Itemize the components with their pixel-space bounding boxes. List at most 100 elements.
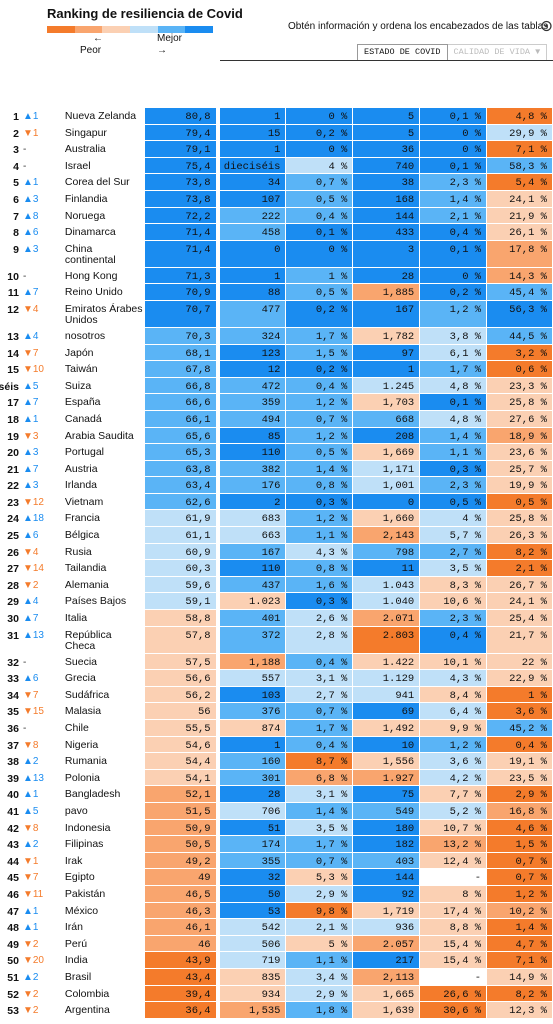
value-cell: 0,2 % bbox=[286, 300, 354, 328]
rank-change: ▲3 bbox=[22, 243, 39, 255]
table-row: 30 ▲7 Italia 58,8 401 2,6 % 2.071 2,3 % 25,4 % bbox=[0, 610, 553, 627]
value-cell: 6,8 % bbox=[286, 769, 354, 787]
table-row: 8 ▲6 Dinamarca 71,4 458 0,1 % 433 0,4 % 26,1 % bbox=[0, 224, 553, 241]
tab[interactable]: CALIDAD DE VIDA ▼ bbox=[447, 44, 548, 61]
value-cell: 1 bbox=[219, 736, 287, 754]
rank: 24 bbox=[7, 513, 19, 526]
table-row: 38 ▲2 Rumania 54,4 160 8,7 % 1,556 3,6 % 19,1 % bbox=[0, 753, 553, 770]
rank-change: ▼10 bbox=[22, 364, 44, 376]
value-cell: 3,4 % bbox=[286, 968, 354, 986]
rank: 8 bbox=[13, 227, 19, 240]
value-cell: 50 bbox=[219, 885, 287, 903]
rank-change: ▼12 bbox=[22, 496, 44, 508]
value-cell: 0,2 % bbox=[286, 361, 354, 378]
value-cell: 0,2 % bbox=[286, 124, 354, 142]
rank: 47 bbox=[7, 905, 19, 918]
value-cell: 28 bbox=[219, 786, 287, 803]
rank: 2 bbox=[13, 127, 19, 140]
table-row: 40 ▲1 Bangladesh 52,1 28 3,1 % 75 7,7 % 2,9 % bbox=[0, 786, 553, 803]
value-cell: 1,7 % bbox=[286, 327, 354, 345]
value-cell: 5 bbox=[353, 124, 421, 142]
value-cell: 1,8 % bbox=[286, 1002, 354, 1019]
value-cell: 4 % bbox=[286, 157, 354, 175]
value-cell: 21,7 % bbox=[487, 626, 553, 654]
value-cell: 25,8 % bbox=[487, 394, 553, 411]
value-cell: 34 bbox=[219, 174, 287, 191]
value-cell: 941 bbox=[353, 686, 421, 704]
value-cell: 14,3 % bbox=[487, 267, 553, 285]
value-cell: 46,5 bbox=[144, 885, 217, 903]
country: Canadá bbox=[64, 412, 102, 425]
value-cell: 542 bbox=[219, 919, 287, 936]
rank-change: ▲6 bbox=[22, 673, 39, 685]
country: Argentina bbox=[64, 1004, 110, 1017]
value-cell: 1,2 % bbox=[286, 394, 354, 411]
rank: 36 bbox=[7, 723, 19, 735]
value-cell: 79,1 bbox=[144, 141, 217, 158]
value-cell: 92 bbox=[353, 885, 421, 903]
value-cell: 433 bbox=[353, 224, 421, 241]
value-cell: 65,3 bbox=[144, 444, 217, 461]
rank-change: ▲13 bbox=[22, 772, 44, 784]
value-cell: 1.927 bbox=[353, 769, 421, 787]
rank-change: ▲6 bbox=[22, 530, 39, 542]
value-cell: 934 bbox=[219, 985, 287, 1003]
value-cell: - bbox=[420, 968, 488, 986]
country: Reino Unido bbox=[64, 286, 123, 299]
value-cell: 2.071 bbox=[353, 610, 421, 627]
value-cell: 61,9 bbox=[144, 510, 217, 528]
value-cell: 25,8 % bbox=[487, 510, 553, 528]
value-cell: 6,1 % bbox=[420, 344, 488, 362]
value-cell: 0,4 % bbox=[286, 377, 354, 395]
value-cell: 3,8 % bbox=[420, 327, 488, 345]
value-cell: 15,4 % bbox=[420, 935, 488, 953]
country: Malasia bbox=[64, 705, 102, 718]
rank: 23 bbox=[7, 496, 19, 509]
rank-change: ▼14 bbox=[22, 563, 44, 575]
value-cell: 668 bbox=[353, 410, 421, 428]
country: Suecia bbox=[64, 655, 97, 668]
value-cell: 174 bbox=[219, 836, 287, 853]
hint-icon bbox=[541, 20, 552, 32]
value-cell: 176 bbox=[219, 477, 287, 494]
value-cell: 44,5 % bbox=[487, 327, 553, 345]
country: Alemania bbox=[64, 578, 109, 591]
value-cell: 1,4 % bbox=[487, 919, 553, 936]
value-cell: 1,188 bbox=[219, 653, 287, 671]
tab[interactable]: ESTADO DE COVID bbox=[357, 44, 448, 61]
rank: 41 bbox=[7, 805, 19, 818]
value-cell: 437 bbox=[219, 576, 287, 594]
table-row: 5 ▲1 Corea del Sur 73,8 34 0,7 % 38 2,3 % 5,4 % bbox=[0, 174, 553, 191]
country: Polonia bbox=[64, 771, 100, 784]
value-cell: 1,535 bbox=[219, 1002, 287, 1019]
value-cell: 54,4 bbox=[144, 753, 217, 770]
rank: 34 bbox=[7, 689, 19, 702]
better-label: Mejor bbox=[157, 33, 183, 44]
value-cell: 1.245 bbox=[353, 377, 421, 395]
value-cell: 0 bbox=[219, 240, 287, 268]
country: Arabia Saudita bbox=[64, 429, 134, 442]
country: Suiza bbox=[64, 379, 92, 392]
rank: 28 bbox=[7, 579, 19, 592]
value-cell: 1,2 % bbox=[420, 736, 488, 754]
table-row: 13 ▲4 nosotros 70,3 324 1,7 % 1,782 3,8 % 44,5 % bbox=[0, 327, 553, 345]
rank: 39 bbox=[7, 772, 19, 785]
value-cell: 182 bbox=[353, 836, 421, 853]
value-cell: 1,001 bbox=[353, 477, 421, 494]
rank-change: ▲1 bbox=[22, 177, 39, 189]
legend-swatch bbox=[74, 26, 103, 33]
rank-change: ▼1 bbox=[22, 127, 39, 139]
value-cell: 57,5 bbox=[144, 653, 217, 671]
rank: 32 bbox=[7, 656, 19, 669]
value-cell: dieciséis bbox=[219, 157, 287, 175]
value-cell: 355 bbox=[219, 852, 287, 870]
country: Tailandia bbox=[64, 562, 107, 575]
value-cell: 1,492 bbox=[353, 720, 421, 737]
country: nosotros bbox=[64, 329, 106, 342]
value-cell: 85 bbox=[219, 427, 287, 445]
value-cell: 110 bbox=[219, 560, 287, 577]
rank-change: ▲18 bbox=[22, 513, 44, 525]
value-cell: 506 bbox=[219, 935, 287, 953]
table-row: 4- Israel 75,4 dieciséis 4 % 740 0,1 % 58,3 % bbox=[0, 157, 553, 175]
value-cell: 0,1 % bbox=[420, 157, 488, 175]
